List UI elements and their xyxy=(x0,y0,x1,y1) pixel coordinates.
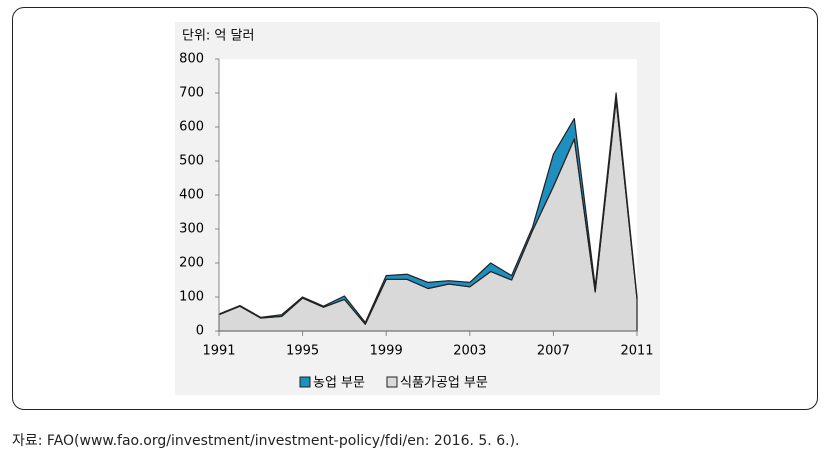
legend-label: 농업 부문 xyxy=(313,376,365,391)
y-tick-label: 400 xyxy=(179,188,204,203)
y-tick-label: 100 xyxy=(179,290,204,305)
source-note: 자료: FAO(www.fao.org/investment/investmen… xyxy=(12,433,520,449)
x-tick-label: 2003 xyxy=(453,344,486,359)
x-tick-label: 1995 xyxy=(286,344,319,359)
x-tick-label: 2011 xyxy=(620,344,653,359)
area xyxy=(218,92,638,325)
x-tick-label: 2007 xyxy=(537,344,570,359)
x-tick-label: 1991 xyxy=(202,344,235,359)
y-tick-label: 300 xyxy=(179,222,204,237)
y-tick-label: 200 xyxy=(179,256,204,271)
y-tick-label: 600 xyxy=(179,120,204,135)
legend-label: 식품가공업 부문 xyxy=(400,376,488,391)
x-tick-label: 1999 xyxy=(370,344,403,359)
legend-swatch xyxy=(386,376,398,388)
legend-swatch xyxy=(299,376,311,388)
unit-label: 단위: 억 달러 xyxy=(182,29,254,44)
y-tick-label: 500 xyxy=(179,154,204,169)
frame xyxy=(12,7,818,410)
y-tick-label: 800 xyxy=(179,52,204,67)
y-tick-label: 0 xyxy=(196,324,204,339)
y-tick-label: 700 xyxy=(179,86,204,101)
